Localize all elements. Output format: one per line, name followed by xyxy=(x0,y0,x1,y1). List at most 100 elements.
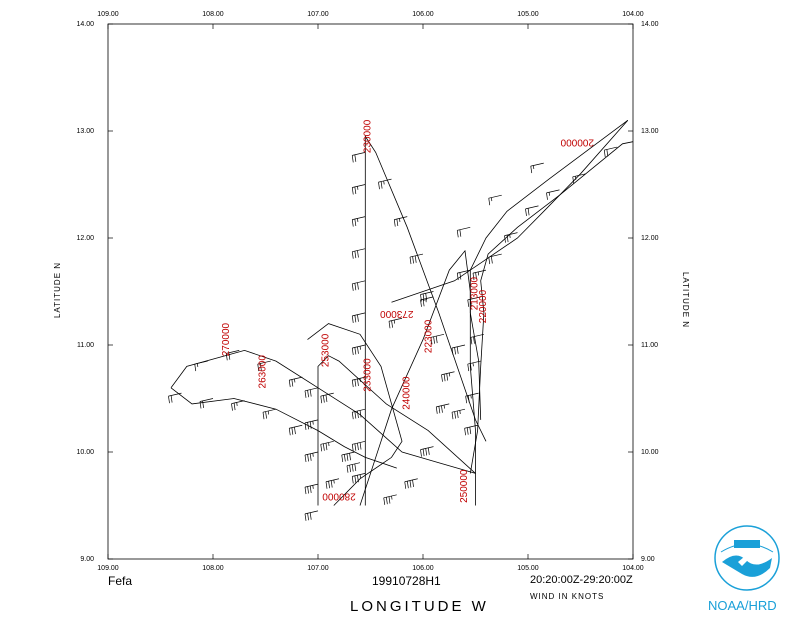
wind-barb xyxy=(351,440,366,452)
y-tick-label: 13.00 xyxy=(76,128,94,135)
flight-track-8 xyxy=(391,120,629,303)
wind-barb xyxy=(304,510,319,521)
wind-barb xyxy=(572,173,586,184)
x-tick-label: 108.00 xyxy=(202,565,224,572)
wind-barb xyxy=(409,253,424,265)
wind-barb xyxy=(351,280,366,291)
time-label: 230000 xyxy=(363,119,374,153)
wind-barb xyxy=(341,451,355,463)
wind-barb xyxy=(351,344,366,356)
x-tick-label-top: 105.00 xyxy=(517,11,539,18)
y-tick-label: 10.00 xyxy=(76,449,94,456)
wind-barb xyxy=(472,269,487,281)
flight-track-1 xyxy=(469,119,629,420)
wind-barb xyxy=(320,440,334,452)
wind-barb xyxy=(351,473,366,484)
x-tick-label-top: 109.00 xyxy=(97,11,119,18)
wind-barb xyxy=(504,232,518,243)
time-label: 223000 xyxy=(423,319,434,353)
time-label: 253000 xyxy=(321,333,332,367)
noaa-bird-logo-icon xyxy=(714,525,780,591)
x-tick-label-top: 107.00 xyxy=(307,11,329,18)
wind-barb xyxy=(441,371,455,382)
wind-barbs xyxy=(168,146,618,521)
wind-barb xyxy=(378,178,392,190)
wind-barb xyxy=(525,205,539,216)
flight-track-3 xyxy=(364,135,487,506)
time-label: 263000 xyxy=(258,355,269,389)
wind-barb xyxy=(467,296,481,307)
flight-id: 19910728H1 xyxy=(372,574,441,588)
wind-barb xyxy=(288,424,303,436)
x-tick-label: 107.00 xyxy=(307,565,329,572)
wind-barb xyxy=(257,360,271,372)
y-tick-label-right: 14.00 xyxy=(641,21,659,28)
time-label: 240000 xyxy=(401,376,412,410)
y-tick-label: 9.00 xyxy=(80,556,94,563)
y-axis-title-right: LATITUDE N xyxy=(681,272,690,328)
x-tick-label-top: 104.00 xyxy=(622,11,644,18)
flight-track-4 xyxy=(170,349,476,474)
wind-barb xyxy=(304,483,319,495)
wind-barb xyxy=(351,152,366,163)
wind-barb xyxy=(351,408,366,420)
time-label: 213000 xyxy=(470,276,481,310)
x-tick-label: 106.00 xyxy=(412,565,434,572)
wind-barb xyxy=(351,312,366,323)
x-tick-label-top: 108.00 xyxy=(202,11,224,18)
y-axis-title-left: LATITUDE N xyxy=(53,262,62,318)
time-label: 270000 xyxy=(221,322,232,356)
wind-barb xyxy=(304,387,319,398)
wind-barb xyxy=(464,424,478,436)
wind-barb xyxy=(351,216,366,227)
y-tick-label-right: 12.00 xyxy=(641,235,659,242)
wind-barb xyxy=(470,333,484,345)
wind-barb xyxy=(467,360,481,372)
time-label: 233000 xyxy=(363,358,374,392)
wind-barb xyxy=(420,446,434,457)
time-labels: 270000 263000 253000 233000 230000 273000 2230… xyxy=(221,119,594,503)
flight-track-2 xyxy=(359,249,476,506)
wind-barb xyxy=(420,291,434,302)
flight-track-5 xyxy=(170,387,397,469)
y-tick-label-right: 9.00 xyxy=(641,556,655,563)
wind-barb xyxy=(351,184,366,195)
plot-frame xyxy=(107,23,634,560)
wind-barb xyxy=(546,189,560,200)
wind-barb xyxy=(199,398,214,409)
x-tick-label-top: 106.00 xyxy=(412,11,434,18)
wind-barb xyxy=(456,226,471,238)
wind-barb xyxy=(320,392,334,404)
wind-barb xyxy=(194,360,208,372)
y-tick-label: 11.00 xyxy=(77,342,94,349)
wind-barb xyxy=(451,408,466,420)
wind-barb xyxy=(451,344,466,356)
wind-barb xyxy=(488,253,502,265)
wind-barb xyxy=(388,317,403,329)
wind-barb xyxy=(346,462,361,473)
wind-barb xyxy=(430,333,445,345)
time-label: 273000 xyxy=(380,308,414,319)
wind-barb xyxy=(530,162,544,174)
flight-track-6 xyxy=(317,355,476,506)
wind-barb xyxy=(225,350,240,361)
y-tick-label-right: 13.00 xyxy=(641,128,659,135)
time-span: 20:20:00Z-29:20:00Z xyxy=(530,574,633,586)
wind-barb xyxy=(304,419,319,430)
wind-barb xyxy=(262,408,277,420)
time-label: 250000 xyxy=(459,469,470,503)
wind-barb xyxy=(404,478,418,489)
y-tick-label-right: 10.00 xyxy=(641,449,659,456)
noaa-hrd-label: NOAA/HRD xyxy=(708,598,777,613)
wind-barb xyxy=(435,403,450,414)
x-tick-label: 105.00 xyxy=(517,565,539,572)
wind-barb xyxy=(603,146,618,158)
flight-track-7 xyxy=(307,323,403,506)
time-label: 220000 xyxy=(478,289,489,323)
flight-track-0 xyxy=(469,141,634,474)
wind-barb xyxy=(465,392,479,404)
wind-barb xyxy=(383,494,397,505)
y-tick-label: 14.00 xyxy=(76,21,94,28)
wind-barb xyxy=(351,376,366,388)
